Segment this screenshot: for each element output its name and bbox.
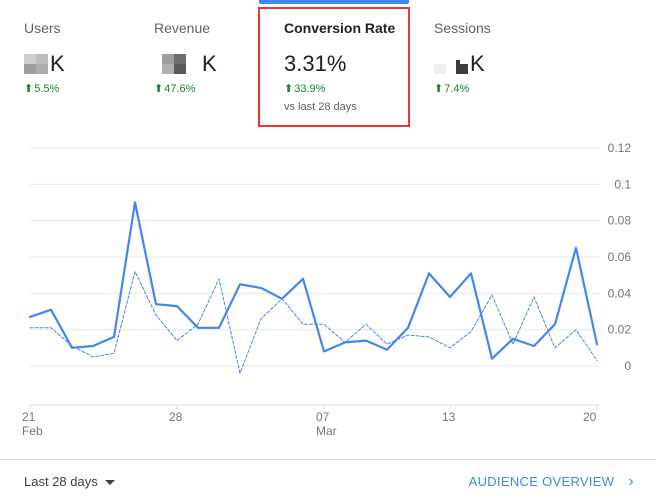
value-suffix: K xyxy=(202,51,217,76)
redacted-value xyxy=(162,54,186,74)
highlight-annotation xyxy=(258,7,410,127)
metric-delta: ⬆ 5.5% xyxy=(24,82,134,96)
up-arrow-icon: ⬆ xyxy=(434,83,444,95)
metric-value: 3.31% xyxy=(284,51,347,76)
caret-down-icon xyxy=(104,480,115,485)
metric-value: K xyxy=(154,50,254,78)
delta-value: 33.9% xyxy=(294,82,326,95)
chevron-right-icon: › xyxy=(628,473,634,490)
x-tick-label: 13 xyxy=(442,410,456,424)
redacted-value xyxy=(434,54,468,74)
up-arrow-icon: ⬆ xyxy=(24,83,34,95)
comparison-label: vs last 28 days xyxy=(284,101,357,113)
delta-value: 47.6% xyxy=(164,82,196,95)
audience-overview-link[interactable]: AUDIENCE OVERVIEW › xyxy=(468,473,634,490)
x-tick-label: 28 xyxy=(169,410,183,424)
metric-users[interactable]: Users K ⬆ 5.5% xyxy=(24,20,134,95)
metric-title: Users xyxy=(24,20,61,36)
y-tick-label: 0.04 xyxy=(608,286,632,300)
x-tick-month-label: Feb xyxy=(22,424,43,438)
value-suffix: K xyxy=(50,51,65,76)
current-series-line xyxy=(28,201,599,360)
y-tick-label: 0.06 xyxy=(608,250,632,264)
up-arrow-icon: ⬆ xyxy=(154,83,164,95)
delta-value: 5.5% xyxy=(34,82,60,95)
y-tick-label: 0.1 xyxy=(614,177,631,191)
y-tick-label: 0.08 xyxy=(608,214,632,228)
metric-conversion-rate[interactable]: Conversion Rate 3.31% ⬆ 33.9% vs last 28… xyxy=(284,20,404,113)
y-tick-label: 0.02 xyxy=(608,323,632,337)
metric-title: Sessions xyxy=(434,20,491,36)
x-tick-label: 20 xyxy=(583,410,597,424)
comparison-series-line xyxy=(29,271,598,374)
y-tick-label: 0.12 xyxy=(608,141,632,155)
date-range-label: Last 28 days xyxy=(24,474,98,489)
metric-value: K xyxy=(24,50,134,78)
x-tick-month-label: Mar xyxy=(316,424,337,438)
date-range-dropdown[interactable]: Last 28 days xyxy=(24,474,115,489)
metric-delta: ⬆ 47.6% xyxy=(154,82,254,96)
conversion-rate-chart: 0.12 0.1 0.08 0.06 0.04 0.02 0 21 Feb 28 07 Mar 13 20 xyxy=(0,130,656,440)
metric-delta: ⬆ 7.4% xyxy=(434,82,544,96)
audience-overview-label: AUDIENCE OVERVIEW xyxy=(468,474,615,489)
metric-revenue[interactable]: Revenue K ⬆ 47.6% xyxy=(154,20,254,95)
footer-divider xyxy=(0,459,656,460)
metric-delta: ⬆ 33.9% xyxy=(284,82,404,96)
up-arrow-icon: ⬆ xyxy=(284,83,294,95)
redacted-value xyxy=(24,54,48,74)
metric-value: K xyxy=(434,50,544,78)
metric-title: Revenue xyxy=(154,20,211,36)
y-tick-label: 0 xyxy=(624,359,631,373)
metric-sessions[interactable]: Sessions K ⬆ 7.4% xyxy=(434,20,544,95)
active-tab-indicator xyxy=(259,0,409,4)
x-tick-label: 21 xyxy=(22,410,36,424)
value-suffix: K xyxy=(470,51,485,76)
metric-title: Conversion Rate xyxy=(284,20,396,36)
delta-value: 7.4% xyxy=(444,82,470,95)
x-tick-label: 07 xyxy=(316,410,330,424)
